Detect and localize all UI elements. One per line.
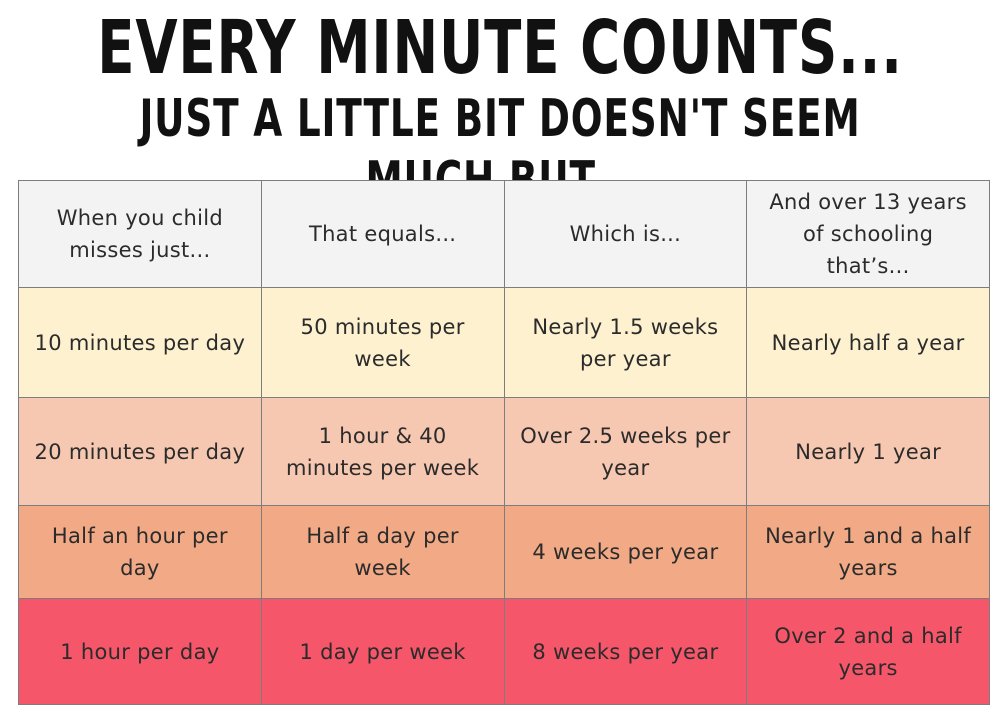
table-cell: Half an hour per day [18, 505, 262, 599]
table-cell: 4 weeks per year [503, 505, 748, 599]
table-cell: 20 minutes per day [18, 397, 262, 506]
table-row: 20 minutes per day 1 hour & 40 minutes p… [18, 397, 990, 506]
table-cell: 1 day per week [260, 598, 505, 705]
table-cell: 8 weeks per year [503, 598, 748, 705]
cell-text: Nearly 1 year [795, 439, 942, 464]
title-line-1: EVERY MINUTE COUNTS... [97, 5, 903, 91]
header-cell: When you child misses just... [18, 180, 262, 288]
table-cell: 1 hour & 40 minutes per week [260, 397, 505, 506]
cell-text: 50 minutes per week [300, 314, 465, 371]
cell-text: Nearly 1.5 weeks per year [532, 314, 719, 371]
cell-text: Over 2.5 weeks per year [520, 423, 731, 480]
header-text: That equals... [308, 222, 457, 246]
attendance-table: When you child misses just... That equal… [18, 180, 990, 705]
cell-text: Half an hour per day [51, 524, 228, 580]
cell-text: Nearly 1 and a half years [765, 524, 972, 580]
table-header-row: When you child misses just... That equal… [18, 180, 990, 288]
table-row: 10 minutes per day 50 minutes per week N… [18, 287, 990, 398]
table-cell: Nearly 1 year [746, 397, 990, 506]
header-text: Which is... [569, 222, 682, 246]
cell-text: 1 hour per day [60, 639, 220, 664]
cell-text: Half a day per week [306, 524, 459, 580]
table-cell: Nearly 1 and a half years [746, 505, 990, 599]
cell-text: 10 minutes per day [34, 330, 246, 355]
cell-text: 8 weeks per year [532, 639, 719, 664]
cell-text: 1 day per week [299, 639, 466, 664]
header-cell: That equals... [260, 180, 505, 288]
table-row: 1 hour per day 1 day per week 8 weeks pe… [18, 598, 990, 705]
table-cell: Over 2.5 weeks per year [503, 397, 748, 506]
table-cell: Nearly 1.5 weeks per year [503, 287, 748, 398]
cell-text: Over 2 and a half years [774, 623, 962, 680]
header-text: And over 13 years of schooling that’s... [769, 190, 967, 278]
table-cell: 1 hour per day [18, 598, 262, 705]
cell-text: 20 minutes per day [34, 439, 246, 464]
cell-text: 4 weeks per year [532, 540, 719, 564]
table-row: Half an hour per day Half a day per week… [18, 505, 990, 599]
cell-text: Nearly half a year [771, 330, 965, 355]
table-cell: Half a day per week [260, 505, 505, 599]
table-cell: Nearly half a year [746, 287, 990, 398]
table-cell: 10 minutes per day [18, 287, 262, 398]
cell-text: 1 hour & 40 minutes per week [286, 423, 480, 480]
header-cell: Which is... [503, 180, 748, 288]
header-text: When you child misses just... [56, 206, 224, 262]
header-cell: And over 13 years of schooling that’s... [746, 180, 990, 288]
table-cell: Over 2 and a half years [746, 598, 990, 705]
table-cell: 50 minutes per week [260, 287, 505, 398]
